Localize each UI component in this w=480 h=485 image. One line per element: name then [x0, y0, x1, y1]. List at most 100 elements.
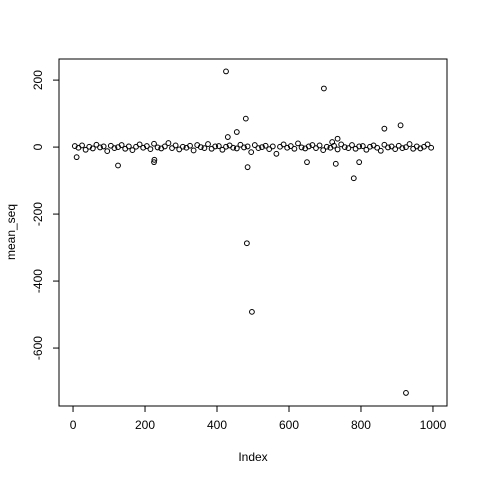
point — [154, 144, 161, 151]
point — [73, 154, 80, 161]
x-tick-label: 0 — [70, 418, 77, 432]
point — [215, 143, 222, 149]
point — [151, 140, 157, 147]
point — [233, 145, 240, 152]
point — [381, 141, 388, 148]
point — [223, 143, 229, 150]
point — [359, 143, 366, 149]
x-tick-label: 800 — [351, 418, 371, 432]
point — [385, 144, 391, 151]
point — [255, 145, 262, 151]
point — [320, 147, 327, 154]
point — [212, 143, 219, 150]
point — [205, 141, 211, 147]
point — [374, 144, 381, 151]
y-tick-label: -200 — [31, 202, 45, 226]
point — [125, 143, 132, 150]
point — [248, 149, 255, 156]
point — [363, 146, 370, 153]
point — [197, 144, 204, 150]
point — [118, 142, 125, 148]
point — [280, 141, 287, 148]
point — [172, 142, 179, 149]
x-tick-label: 1000 — [420, 418, 447, 432]
point — [313, 145, 319, 151]
point — [224, 134, 231, 140]
point — [298, 144, 305, 151]
point — [143, 143, 150, 149]
point — [259, 144, 265, 150]
point — [392, 146, 399, 152]
point — [323, 143, 330, 150]
point — [338, 141, 345, 148]
point — [79, 142, 85, 149]
point — [244, 164, 251, 171]
point — [269, 143, 276, 150]
point — [309, 142, 316, 148]
point — [406, 141, 413, 147]
x-tick-label: 400 — [207, 418, 227, 432]
point — [93, 141, 100, 148]
point — [89, 145, 96, 152]
point — [273, 150, 280, 157]
point — [291, 145, 298, 152]
point — [219, 146, 226, 153]
x-tick-label: 600 — [279, 418, 299, 432]
point — [97, 144, 103, 151]
point — [262, 142, 269, 149]
y-axis-label: mean_seq — [4, 204, 18, 260]
point — [179, 143, 186, 150]
point — [332, 160, 339, 167]
point — [295, 140, 301, 147]
point — [190, 147, 197, 154]
point — [243, 240, 250, 247]
point — [388, 143, 395, 150]
point — [305, 143, 312, 150]
point — [165, 140, 172, 146]
point — [242, 115, 249, 122]
point — [147, 146, 154, 152]
point — [230, 144, 237, 151]
point — [244, 143, 251, 150]
point — [111, 145, 118, 151]
point — [136, 141, 143, 148]
point — [266, 146, 273, 152]
point — [367, 143, 373, 150]
point — [161, 143, 168, 150]
point — [287, 143, 294, 149]
y-tick-label: 0 — [31, 143, 45, 150]
point — [381, 125, 388, 132]
point — [397, 122, 404, 129]
point — [428, 144, 435, 151]
point — [316, 142, 323, 149]
point — [334, 146, 341, 153]
point — [151, 159, 157, 166]
point — [424, 141, 431, 148]
point — [377, 147, 384, 154]
point — [356, 159, 363, 166]
point — [201, 145, 208, 151]
point — [345, 145, 352, 151]
x-axis-label: Index — [238, 450, 267, 464]
point — [399, 145, 406, 151]
point — [241, 144, 247, 151]
point — [356, 143, 363, 150]
y-tick-label: 200 — [31, 70, 45, 90]
point — [304, 159, 310, 166]
point — [100, 143, 107, 150]
point — [169, 145, 175, 151]
point — [151, 156, 158, 163]
point — [223, 68, 229, 75]
point — [237, 141, 244, 148]
point — [331, 142, 337, 149]
point — [129, 147, 136, 154]
point — [350, 175, 357, 182]
point — [403, 390, 409, 396]
point — [349, 142, 355, 148]
point — [82, 146, 89, 153]
y-tick-label: -600 — [31, 336, 45, 360]
point — [104, 148, 111, 155]
point — [187, 142, 193, 149]
